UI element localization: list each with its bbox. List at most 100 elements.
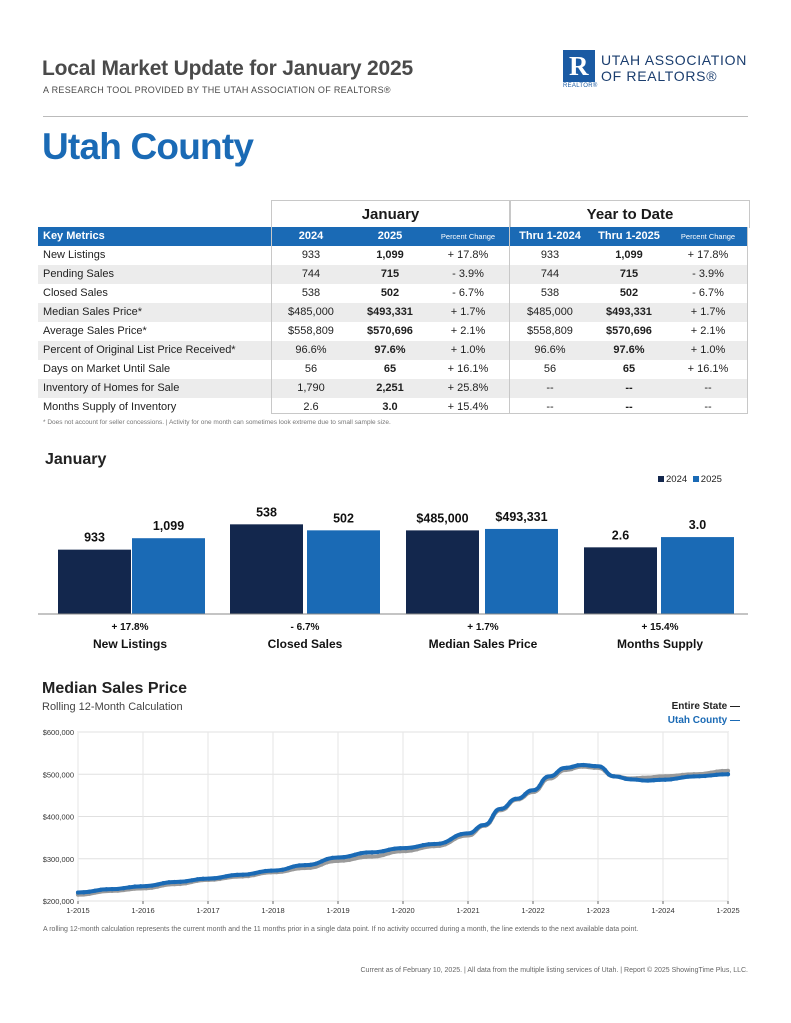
series-point: [364, 854, 369, 859]
series-point: [499, 806, 504, 811]
bar-2025-closed-sales: [307, 530, 380, 614]
line-chart-subtitle: Rolling 12-Month Calculation: [42, 701, 183, 713]
series-point: [381, 852, 386, 858]
series-point: [703, 773, 708, 779]
table-cell: 538: [540, 287, 560, 299]
series-point: [409, 845, 414, 850]
table-header-cell: Percent Change: [440, 232, 496, 241]
table-row: Inventory of Homes for Sale 1,790 2,251 + 2…: [38, 379, 748, 398]
line-chart-title: Median Sales Price: [42, 680, 187, 697]
table-cell: $558,809: [288, 325, 334, 337]
series-point: [308, 862, 313, 867]
table-cell: 1,099: [376, 249, 404, 261]
series-point: [87, 889, 92, 894]
table-cell: $570,696: [606, 325, 652, 337]
series-point: [488, 818, 493, 823]
bar-value-label: $485,000: [416, 511, 468, 525]
logo-text-line1: UTAH ASSOCIATION: [601, 52, 748, 68]
bar-value-label: 2.6: [612, 528, 629, 542]
table-cell: --: [546, 382, 554, 394]
table-cell: + 1.7%: [450, 306, 486, 318]
series-point: [691, 774, 696, 779]
table-header-cell: 2025: [377, 230, 403, 242]
series-point: [347, 854, 352, 859]
series-point: [144, 884, 149, 889]
series-point: [235, 872, 240, 877]
bar-value-label: 933: [84, 531, 105, 545]
bar-value-label: 1,099: [153, 519, 184, 533]
table-cell: + 17.8%: [687, 249, 729, 261]
x-tick-label: 1-2025: [716, 906, 739, 915]
series-point: [386, 847, 392, 852]
table-header-cell: Thru 1-2024: [519, 230, 581, 242]
series-point: [533, 787, 538, 792]
x-tick-label: 1-2020: [391, 906, 414, 915]
bar-category-label: Median Sales Price: [428, 637, 538, 651]
series-point: [602, 767, 608, 773]
series-point: [645, 778, 651, 783]
table-cell: + 16.1%: [447, 363, 489, 375]
series-point: [286, 866, 291, 871]
bar-percent-change: + 15.4%: [641, 622, 679, 633]
series-point: [392, 846, 397, 851]
series-point: [358, 855, 363, 860]
series-point: [201, 876, 206, 881]
series-point: [98, 887, 103, 892]
series-point: [518, 795, 523, 800]
series-point: [257, 869, 262, 875]
series-point: [280, 867, 285, 872]
series-point: [150, 883, 155, 888]
table-cell: 715: [619, 268, 639, 280]
series-point: [657, 777, 662, 782]
series-point: [587, 763, 592, 768]
legend-utah-county: Utah County —: [667, 715, 740, 726]
series-point: [668, 774, 674, 779]
page-footer: Current as of February 10, 2025. | All d…: [360, 967, 749, 974]
series-point: [246, 872, 251, 877]
legend-swatch-2024: [658, 476, 664, 483]
series-point: [426, 842, 431, 847]
series-point: [172, 879, 177, 885]
series-point: [540, 778, 545, 784]
table-header-cell: Thru 1-2025: [598, 230, 660, 242]
series-point: [341, 855, 347, 860]
table-cell: Median Sales Price*: [43, 306, 143, 318]
table-cell: - 6.7%: [452, 287, 484, 299]
line-chart-note: A rolling 12-month calculation represent…: [43, 926, 639, 933]
series-point: [335, 858, 341, 863]
table-group-january: January: [271, 200, 510, 228]
y-tick-label: $200,000: [43, 897, 74, 906]
table-cell: 1,790: [297, 382, 325, 394]
series-point: [685, 774, 691, 779]
series-point: [581, 762, 586, 768]
series-point: [680, 775, 685, 780]
series-point: [263, 868, 268, 874]
legend-label-2024: 2024: [666, 474, 688, 485]
series-point: [324, 857, 330, 862]
series-point: [453, 834, 458, 839]
bar-2025-median-sales-price: [485, 528, 558, 614]
table-cell: 502: [380, 287, 400, 299]
table-cell: --: [704, 401, 712, 413]
series-point: [75, 890, 81, 895]
series-point: [330, 855, 335, 860]
table-cell: 56: [543, 363, 557, 375]
legend-label-2025: 2025: [700, 474, 722, 485]
series-point: [353, 852, 358, 857]
series-point: [504, 803, 509, 809]
series-point: [575, 763, 580, 768]
series-point: [115, 886, 120, 892]
series-point: [592, 764, 597, 769]
header-divider: [43, 116, 748, 117]
series-point: [558, 766, 564, 772]
table-cell: 2.6: [303, 401, 319, 413]
series-point: [229, 873, 234, 878]
table-cell: - 6.7%: [692, 287, 724, 299]
x-tick-label: 1-2022: [521, 906, 544, 915]
report-subtitle: A RESEARCH TOOL PROVIDED BY THE UTAH ASS…: [43, 85, 391, 95]
table-cell: $570,696: [367, 325, 413, 337]
series-point: [184, 879, 189, 884]
series-point: [508, 799, 513, 804]
table-cell: --: [546, 401, 554, 413]
table-cell: Pending Sales: [43, 268, 114, 280]
